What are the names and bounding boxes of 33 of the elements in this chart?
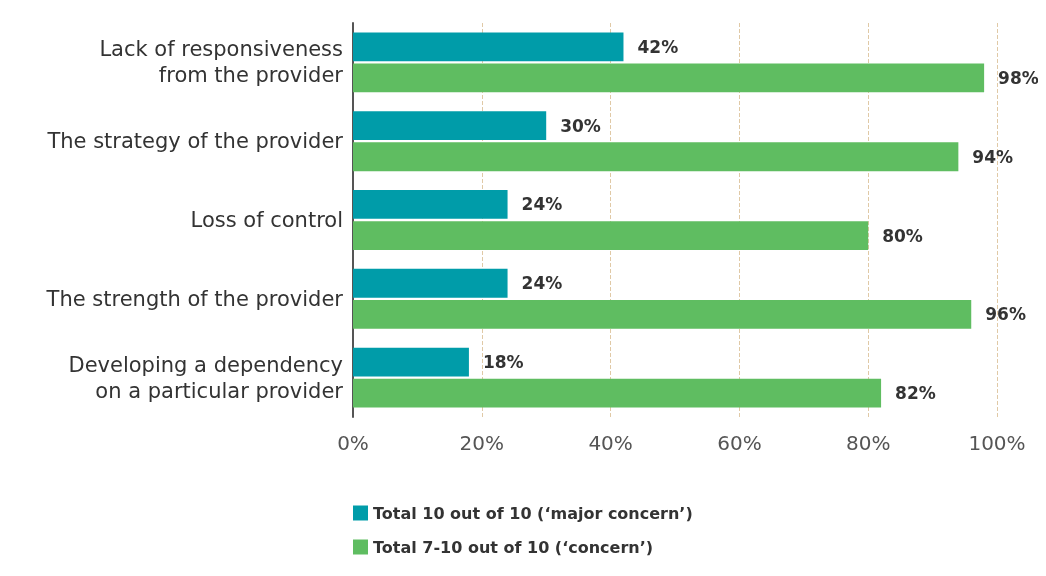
bar [353,111,547,141]
x-tick-label: 100% [968,431,1026,455]
data-label: 24% [521,194,563,215]
x-tick-label: 80% [845,431,891,455]
data-label: 24% [521,273,563,294]
bar [353,378,882,408]
legend-label: Total 7-10 out of 10 (‘concern’) [373,537,654,557]
y-tick-label: The strategy of the provider [46,129,344,154]
bar [353,299,972,329]
bar [353,32,624,62]
bar [353,221,869,250]
x-tick-label: 0% [337,431,369,455]
data-label: 96% [985,304,1026,325]
data-label: 42% [637,36,679,57]
data-label: 82% [895,383,936,404]
y-tick-label: Loss of control [190,208,343,232]
bar [353,190,508,219]
bar [353,63,985,93]
x-tick-label: 20% [459,431,505,455]
x-tick-label: 40% [588,431,633,455]
legend-label: Total 10 out of 10 (‘major concern’) [373,503,693,523]
y-tick-label: Lack of responsiveness from the provider [99,37,344,88]
bar [353,347,469,377]
data-label: 80% [882,225,923,246]
y-tick-label: The strength of the provider [45,286,344,311]
data-label: 94% [972,146,1014,167]
data-label: 18% [482,352,524,373]
bar [353,268,508,298]
y-tick-label: Developing a dependency on a particular provider [68,352,344,403]
data-label: 30% [560,115,601,136]
data-label: 98% [998,67,1039,88]
x-tick-label: 60% [717,431,762,455]
bar [353,142,959,172]
